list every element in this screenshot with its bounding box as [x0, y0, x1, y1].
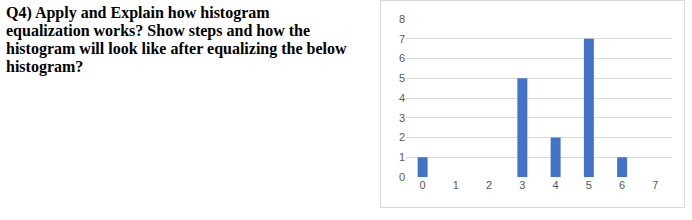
html-text:histogram?: histogram?	[6, 58, 84, 75]
svg-text:5: 5	[399, 72, 405, 84]
svg-text:2: 2	[486, 179, 492, 191]
svg-text:6: 6	[399, 52, 405, 64]
html-text:equalization works? Show steps: equalization works? Show steps and how t…	[6, 22, 311, 39]
html-text:histogram will look like after: histogram will look like after equalizin…	[6, 40, 347, 57]
svg-text:2: 2	[399, 131, 405, 143]
svg-text:0: 0	[420, 179, 426, 191]
svg-text:3: 3	[519, 179, 525, 191]
svg-text:1: 1	[453, 179, 459, 191]
svg-text:7: 7	[652, 179, 658, 191]
html-text:Q4) Apply and Explain how hist: Q4) Apply and Explain how histogram	[6, 4, 270, 21]
svg-text:5: 5	[586, 179, 592, 191]
svg-text:3: 3	[399, 112, 405, 124]
svg-text:4: 4	[553, 179, 559, 191]
svg-text:4: 4	[399, 92, 405, 104]
svg-text:6: 6	[619, 179, 625, 191]
svg-text:1: 1	[399, 151, 405, 163]
svg-text:7: 7	[399, 33, 405, 45]
svg-text:8: 8	[399, 13, 405, 25]
svg-text:0: 0	[399, 171, 405, 183]
